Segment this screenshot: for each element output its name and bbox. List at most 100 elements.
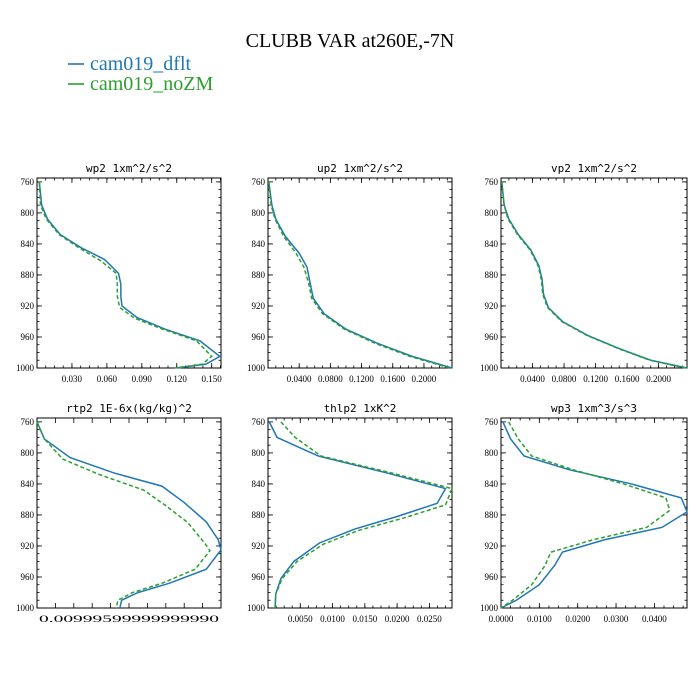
x-tick-label: 0.0050 — [288, 614, 313, 624]
x-tick-label: 0.0200 — [385, 614, 410, 624]
panel-6: wp3 1xm^3/s^3 760 800 840 880 920 960 10000.000… — [480, 402, 688, 624]
y-tick-label: 880 — [21, 510, 35, 520]
panel-1: wp2 1xm^2/s^2 760 800 840 880 920 960 1000 0.030… — [16, 162, 222, 384]
x-tick-label: 0.0400 — [520, 374, 545, 384]
y-tick-label: 800 — [485, 448, 499, 458]
series-line-nozm — [38, 181, 213, 369]
panel-title: rtp2 1E-6x(kg/kg)^2 — [66, 402, 192, 415]
x-tick-label: 0.060 — [97, 374, 118, 384]
y-tick-label: 760 — [21, 177, 35, 187]
plot-frame — [500, 417, 688, 609]
y-tick-label: 800 — [252, 448, 266, 458]
y-tick-label: 960 — [485, 572, 499, 582]
y-tick-label: 920 — [485, 301, 499, 311]
y-tick-label: 800 — [21, 448, 35, 458]
series-line-dflt — [268, 421, 447, 609]
y-tick-label: 800 — [252, 208, 266, 218]
y-tick-label: 920 — [21, 301, 35, 311]
y-tick-label: 760 — [21, 417, 35, 427]
plot-frame — [500, 177, 688, 369]
y-tick-label: 1000 — [480, 603, 499, 613]
y-tick-label: 960 — [21, 572, 35, 582]
series-line-dflt — [38, 181, 222, 369]
x-tick-label: 0.150 — [202, 374, 223, 384]
panel-title: vp2 1xm^2/s^2 — [551, 162, 637, 175]
panel-title: up2 1xm^2/s^2 — [317, 162, 403, 175]
x-tick-label: 0.2000 — [412, 374, 437, 384]
y-tick-label: 880 — [21, 270, 35, 280]
x-tick-label: 0.00999599999999990 — [39, 614, 220, 624]
y-tick-label: 880 — [485, 510, 499, 520]
x-tick-label: 0.1600 — [380, 374, 405, 384]
panels: wp2 1xm^2/s^2 760 800 840 880 920 960 1000 0.030… — [16, 162, 688, 624]
y-tick-label: 880 — [252, 510, 266, 520]
y-tick-label: 760 — [252, 417, 266, 427]
y-tick-label: 960 — [252, 332, 266, 342]
panel-5: thlp2 1xK^2 760 800 840 880 920 960 1000 0.0050 0… — [247, 402, 454, 624]
y-tick-label: 1000 — [16, 603, 35, 613]
plot-frame — [36, 177, 222, 369]
x-tick-label: 0.0300 — [604, 614, 629, 624]
y-tick-label: 920 — [21, 541, 35, 551]
x-tick-label: 0.0100 — [527, 614, 552, 624]
panel-2: up2 1xm^2/s^2 760 800 840 880 920 960 1000 0.040… — [247, 162, 453, 384]
x-tick-label: 0.0400 — [642, 614, 667, 624]
legend: cam019_dflt cam019_noZM — [68, 53, 214, 95]
figure-title: CLUBB VAR at260E,-7N — [246, 30, 455, 52]
series-line-nozm — [501, 181, 686, 369]
y-tick-label: 920 — [485, 541, 499, 551]
y-tick-label: 840 — [21, 239, 35, 249]
series-line-nozm — [274, 421, 454, 609]
series-line-nozm — [268, 181, 450, 369]
y-tick-label: 760 — [485, 417, 499, 427]
y-tick-label: 880 — [252, 270, 266, 280]
series-line-nozm — [500, 421, 671, 609]
legend-label-nozm: cam019_noZM — [90, 73, 214, 95]
x-tick-label: 0.0250 — [417, 614, 442, 624]
x-tick-label: 0.1200 — [583, 374, 608, 384]
series-line-dflt — [500, 421, 688, 609]
y-tick-label: 960 — [252, 572, 266, 582]
x-tick-label: 0.0400 — [287, 374, 312, 384]
x-tick-label: 0.090 — [132, 374, 153, 384]
y-tick-label: 960 — [21, 332, 35, 342]
plot-frame — [267, 177, 453, 369]
panel-title: wp2 1xm^2/s^2 — [86, 162, 172, 175]
x-tick-label: 0.0800 — [552, 374, 577, 384]
series-line-dflt — [501, 181, 688, 369]
y-tick-label: 840 — [252, 239, 266, 249]
y-tick-label: 800 — [485, 208, 499, 218]
x-tick-label: 0.2000 — [646, 374, 671, 384]
x-tick-label: 0.030 — [62, 374, 83, 384]
series-line-dflt — [268, 181, 453, 369]
x-tick-label: 0.120 — [167, 374, 188, 384]
y-tick-label: 920 — [252, 541, 266, 551]
y-tick-label: 1000 — [16, 363, 35, 373]
y-tick-label: 880 — [485, 270, 499, 280]
legend-label-dflt: cam019_dflt — [90, 53, 192, 75]
plot-frame — [267, 417, 453, 609]
panel-4: rtp2 1E-6x(kg/kg)^2 760 800 840 880 920 960 100… — [16, 402, 222, 624]
x-tick-label: 0.0200 — [565, 614, 590, 624]
x-tick-label: 0.0800 — [318, 374, 343, 384]
series-line-nozm — [36, 421, 211, 609]
x-tick-label: 0.0100 — [320, 614, 345, 624]
y-tick-label: 1000 — [480, 363, 499, 373]
y-tick-label: 760 — [485, 177, 499, 187]
panel-title: wp3 1xm^3/s^3 — [551, 402, 637, 415]
x-tick-label: 0.0150 — [352, 614, 377, 624]
y-tick-label: 840 — [485, 479, 499, 489]
y-tick-label: 1000 — [247, 363, 266, 373]
y-tick-label: 840 — [485, 239, 499, 249]
series-line-dflt — [36, 421, 222, 609]
y-tick-label: 960 — [485, 332, 499, 342]
plot-frame — [36, 417, 222, 609]
x-tick-label: 0.0000 — [489, 614, 514, 624]
panel-3: vp2 1xm^2/s^2 760 800 840 880 920 960 1000 0.040… — [480, 162, 688, 384]
y-tick-label: 920 — [252, 301, 266, 311]
x-tick-label: 0.1200 — [349, 374, 374, 384]
panel-title: thlp2 1xK^2 — [324, 402, 397, 415]
y-tick-label: 840 — [252, 479, 266, 489]
y-tick-label: 840 — [21, 479, 35, 489]
